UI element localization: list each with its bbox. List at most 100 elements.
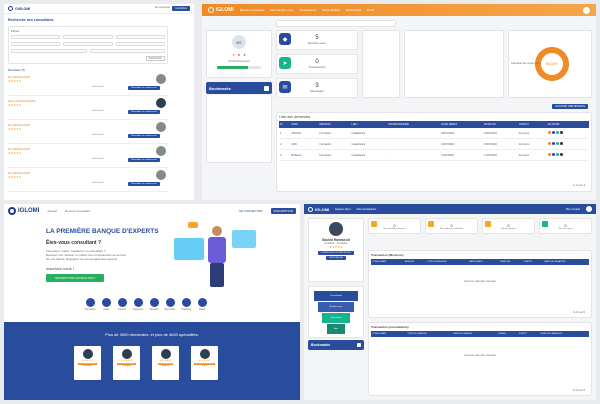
consultant-list-item[interactable]: Mr CONSULTANT ★★★★★ Voir le profil Demander…: [8, 144, 168, 168]
stat-card-messages[interactable]: ✉ 3 Messages: [276, 78, 358, 98]
table-row[interactable]: 3 Bellevue Formation Casablanca -11/07/2022 1…: [279, 149, 589, 161]
category-item[interactable]: Séminaire: [164, 298, 176, 311]
user-avatar[interactable]: [583, 6, 590, 14]
nav-mes-transactions[interactable]: Mes transactions: [356, 207, 377, 211]
signup-button[interactable]: Inscription: [172, 6, 190, 11]
filter-input-5[interactable]: [63, 42, 113, 46]
table-header-cell: NOM: [290, 121, 319, 128]
cell-pro: -: [387, 149, 441, 161]
user-name[interactable]: Mon compte: [565, 207, 580, 211]
dashboard-search-bar[interactable]: Rechercher: [276, 20, 396, 35]
cell-nom[interactable]: CDC: [290, 138, 319, 150]
cell-lieu: Casablanca: [350, 149, 388, 161]
category-item[interactable]: Audit: [100, 298, 112, 311]
request-appointment-button[interactable]: Demander un rendez-vous: [128, 110, 160, 114]
view-icon[interactable]: [551, 131, 555, 134]
consultant-list-item[interactable]: Mr CONSULTANT ★★★★★ Voir le profil Demander…: [8, 72, 168, 96]
brand-logo[interactable]: OIGLOMI: [8, 6, 30, 11]
consultant-list-item[interactable]: Mr CONSULTANT ★★★★★ Voir le profil Demander…: [8, 168, 168, 192]
delete-icon[interactable]: [559, 153, 563, 156]
nav-transactions[interactable]: Transactions: [299, 8, 317, 12]
cta-button[interactable]: INSCRIPTION CONSULTANT: [46, 274, 104, 282]
nav-rendez-vous[interactable]: Mes rendez-vous: [270, 8, 294, 12]
category-item[interactable]: Freelance: [132, 298, 144, 311]
expert-card[interactable]: ★★★★★ MR. PROFESSIONNEL Coach: [191, 346, 218, 380]
brand-logo[interactable]: IGLOMI: [208, 7, 234, 13]
view-profile-link[interactable]: Voir le profil: [92, 158, 104, 160]
category-item[interactable]: Conseil: [116, 298, 128, 311]
filter-input-7[interactable]: [11, 49, 87, 53]
nav-espace-consultant[interactable]: Espace consultant: [239, 8, 265, 12]
expert-card[interactable]: ★★★★★ M. INGENIEURS Auditeur: [152, 346, 179, 380]
stat-card-rendezvous[interactable]: ◆ 5 Rendez-vous: [276, 30, 358, 50]
edit-icon[interactable]: [555, 131, 559, 134]
nav-devenir-consultant[interactable]: Devenir consultant: [65, 209, 90, 213]
view-profile-link[interactable]: Voir le profil: [92, 182, 104, 184]
filter-input-3[interactable]: [115, 35, 165, 39]
search-button[interactable]: Rechercher: [145, 56, 165, 61]
consultant-name[interactable]: Mr CONSULTANT: [8, 147, 31, 151]
edit-icon[interactable]: [555, 142, 559, 145]
complete-profile-button[interactable]: COMPLETER VOTRE PROFIL: [317, 251, 355, 255]
filter-input-8[interactable]: [89, 49, 165, 53]
consultant-name[interactable]: Mr CONSULTANT: [8, 171, 31, 175]
request-appointment-button[interactable]: Demander un rendez-vous: [128, 158, 160, 162]
edit-icon[interactable]: [555, 153, 559, 156]
category-item[interactable]: Vacation: [148, 298, 160, 311]
delete-icon[interactable]: [559, 131, 563, 134]
delete-icon[interactable]: [559, 142, 563, 145]
add-mission-button[interactable]: AJOUTER UNE MISSION: [552, 104, 588, 109]
signup-button[interactable]: INSCRIPTION: [270, 208, 296, 214]
client-stat-card[interactable]: 0 Nb. transactions: [482, 218, 535, 234]
category-item[interactable]: Formation: [84, 298, 96, 311]
client-stat-card[interactable]: 0 Nb. avis laissés: [539, 218, 592, 234]
cell-nom[interactable]: CDC&N: [290, 128, 319, 139]
nav-bookmarks[interactable]: Bookmarks: [346, 8, 362, 12]
user-avatar[interactable]: [586, 206, 592, 212]
view-profile-link[interactable]: Voir le profil: [92, 110, 104, 112]
nav-accueil[interactable]: Accueil: [47, 209, 58, 213]
brand-logo[interactable]: IGLOMI: [8, 207, 39, 215]
stat-card-transactions[interactable]: ➤ 0 Transactions: [276, 54, 358, 74]
request-appointment-button[interactable]: Demander un rendez-vous: [128, 182, 160, 186]
category-item[interactable]: Panel: [196, 298, 208, 311]
request-appointment-button[interactable]: Demander un rendez-vous: [128, 86, 160, 90]
table-row[interactable]: 2 CDC Formation Casablanca -10/07/2022 15/07/…: [279, 138, 589, 150]
history-button[interactable]: HISTORIQUE: [326, 256, 346, 260]
filter-input-4[interactable]: [11, 42, 61, 46]
consultant-list-item[interactable]: Mme CONSULTANTE ★★★★★ Voir le profil Demand…: [8, 96, 168, 120]
view-icon[interactable]: [551, 153, 555, 156]
table-row[interactable]: 1 CDC&N Formation Casablanca -05/07/2022 12/0…: [279, 128, 589, 139]
expert-card[interactable]: ★★★★★ M. EXPERTS SIMON Consultant: [113, 346, 140, 380]
expert-card[interactable]: ★★★★★ M. EXPERTS REDIN Formateur: [74, 346, 101, 380]
filter-input-1[interactable]: [11, 35, 61, 39]
view-profile-link[interactable]: Voir le profil: [92, 86, 104, 88]
login-link[interactable]: SE CONNECTER: [238, 209, 263, 213]
view-profile-link[interactable]: Voir le profil: [92, 134, 104, 136]
request-link[interactable]: CDC: [291, 142, 298, 146]
filter-input-6[interactable]: [115, 42, 165, 46]
funnel-stage-label: Consultation: [329, 295, 343, 297]
login-link[interactable]: Se connecter: [154, 6, 171, 9]
category-item[interactable]: Coaching: [180, 298, 192, 311]
stat-icon: [542, 221, 548, 227]
consultant-name[interactable]: Mr CONSULTANT: [8, 75, 31, 79]
consultant-list-item[interactable]: Mr CONSULTANT ★★★★★ Voir le profil Demander…: [8, 120, 168, 144]
nav-disponibilites[interactable]: Disponibilités: [322, 8, 341, 12]
nav-profil[interactable]: Profil: [367, 8, 374, 12]
view-icon[interactable]: [551, 142, 555, 145]
brand-logo[interactable]: IGLOMI: [308, 206, 329, 212]
consultant-name[interactable]: Mme CONSULTANTE: [8, 99, 36, 103]
nav-espace-client[interactable]: Espace client: [335, 207, 351, 211]
consultant-name[interactable]: Mr CONSULTANT: [8, 123, 31, 127]
bookmarks-card[interactable]: Bookmarks: [308, 340, 364, 350]
request-link[interactable]: CDC&N: [291, 131, 301, 135]
client-stat-card[interactable]: 0 Nb. consultants réservés: [368, 218, 421, 234]
request-link[interactable]: Bellevue: [291, 153, 302, 157]
expert-avatar: [121, 349, 132, 359]
bookmarks-card[interactable]: Bookmarks: [206, 82, 272, 94]
filter-input-2[interactable]: [63, 35, 113, 39]
cell-nom[interactable]: Bellevue: [290, 149, 319, 161]
client-stat-card[interactable]: 0 Nb. rendez-vous effectués: [425, 218, 478, 234]
request-appointment-button[interactable]: Demander un rendez-vous: [128, 134, 160, 138]
